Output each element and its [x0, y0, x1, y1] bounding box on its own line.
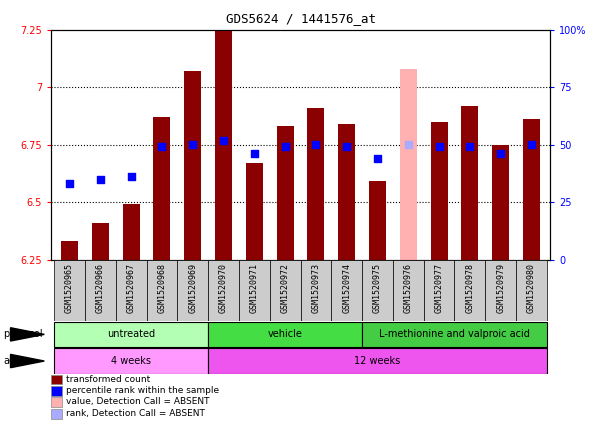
Bar: [92, 223, 109, 260]
Text: GSM1520978: GSM1520978: [465, 263, 474, 313]
Text: GSM1520971: GSM1520971: [250, 263, 259, 313]
Bar: [54, 260, 85, 321]
Bar: [424, 260, 454, 321]
Bar: [177, 260, 208, 321]
Text: protocol: protocol: [3, 330, 43, 339]
Point: [311, 141, 321, 148]
Text: GSM1520969: GSM1520969: [188, 263, 197, 313]
Bar: [270, 260, 300, 321]
Point: [96, 176, 105, 183]
Bar: [300, 260, 331, 321]
Bar: [462, 106, 478, 260]
Bar: [393, 260, 424, 321]
Point: [342, 143, 352, 150]
Bar: [85, 260, 116, 321]
Text: L-methionine and valproic acid: L-methionine and valproic acid: [379, 330, 530, 339]
Text: value, Detection Call = ABSENT: value, Detection Call = ABSENT: [66, 398, 210, 407]
Bar: [516, 260, 547, 321]
Bar: [362, 321, 547, 347]
Bar: [208, 260, 239, 321]
Point: [219, 137, 228, 143]
Text: percentile rank within the sample: percentile rank within the sample: [66, 386, 219, 395]
Text: untreated: untreated: [107, 330, 155, 339]
Text: GSM1520974: GSM1520974: [342, 263, 351, 313]
Bar: [430, 122, 448, 260]
Text: GSM1520965: GSM1520965: [65, 263, 74, 313]
Point: [373, 155, 382, 162]
Point: [280, 143, 290, 150]
Polygon shape: [11, 328, 44, 341]
Bar: [454, 260, 485, 321]
Bar: [116, 260, 147, 321]
Bar: [208, 321, 362, 347]
Bar: [362, 260, 393, 321]
Point: [526, 141, 536, 148]
Text: transformed count: transformed count: [66, 375, 150, 384]
Text: GSM1520980: GSM1520980: [527, 263, 536, 313]
Bar: [208, 348, 547, 374]
Point: [496, 151, 505, 157]
Bar: [338, 124, 355, 260]
Bar: [331, 260, 362, 321]
Bar: [492, 145, 509, 260]
Point: [126, 173, 136, 180]
Point: [188, 141, 198, 148]
Text: rank, Detection Call = ABSENT: rank, Detection Call = ABSENT: [66, 409, 205, 418]
Point: [249, 151, 259, 157]
Point: [465, 143, 475, 150]
Point: [403, 141, 413, 148]
Text: vehicle: vehicle: [267, 330, 302, 339]
Point: [157, 143, 166, 150]
Text: GSM1520976: GSM1520976: [404, 263, 413, 313]
Bar: [239, 260, 270, 321]
Bar: [369, 181, 386, 260]
Point: [65, 180, 75, 187]
Text: GSM1520970: GSM1520970: [219, 263, 228, 313]
Bar: [215, 30, 232, 260]
Text: GSM1520967: GSM1520967: [127, 263, 136, 313]
Text: GSM1520973: GSM1520973: [311, 263, 320, 313]
Point: [435, 143, 444, 150]
Text: GSM1520975: GSM1520975: [373, 263, 382, 313]
Text: 12 weeks: 12 weeks: [355, 356, 401, 366]
Text: GSM1520972: GSM1520972: [281, 263, 290, 313]
Bar: [123, 204, 139, 260]
Bar: [276, 126, 293, 260]
Bar: [400, 69, 416, 260]
Bar: [147, 260, 177, 321]
Text: GSM1520977: GSM1520977: [435, 263, 444, 313]
Text: GSM1520966: GSM1520966: [96, 263, 105, 313]
Bar: [61, 241, 78, 260]
Bar: [153, 117, 171, 260]
Bar: [485, 260, 516, 321]
Text: GDS5624 / 1441576_at: GDS5624 / 1441576_at: [225, 12, 376, 25]
Text: GSM1520968: GSM1520968: [157, 263, 166, 313]
Bar: [185, 71, 201, 260]
Bar: [246, 163, 263, 260]
Polygon shape: [11, 354, 44, 368]
Bar: [54, 348, 208, 374]
Bar: [54, 321, 208, 347]
Text: 4 weeks: 4 weeks: [111, 356, 151, 366]
Bar: [523, 119, 540, 260]
Text: GSM1520979: GSM1520979: [496, 263, 505, 313]
Bar: [308, 108, 325, 260]
Text: age: age: [3, 356, 21, 366]
